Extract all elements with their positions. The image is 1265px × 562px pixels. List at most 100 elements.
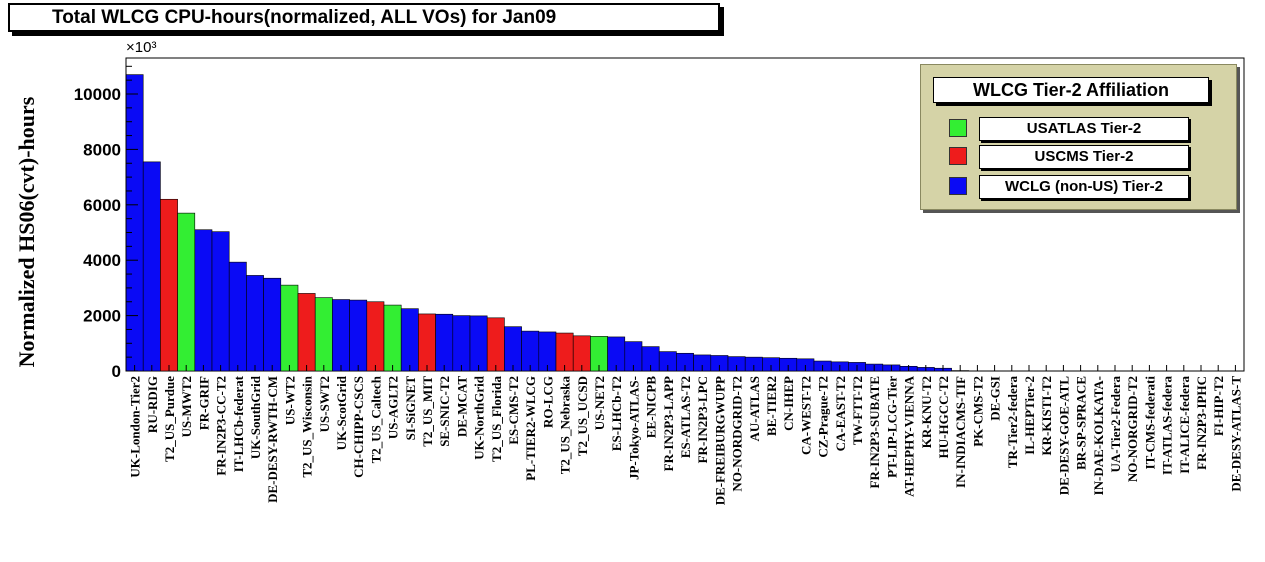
legend-title: WLCG Tier-2 Affiliation (933, 77, 1209, 103)
x-tick-label: ES-ATLAS-T2 (678, 376, 693, 458)
x-tick-label: IN-INDIACMS-TIF (953, 376, 968, 488)
bar-fr-in2p3-cc-t2 (211, 231, 230, 372)
x-tick-label: TW-FTT-T2 (850, 376, 865, 445)
legend-swatch-usatlas (949, 119, 967, 137)
bar-us-swt2 (314, 297, 333, 372)
legend-item-usatlas: USATLAS Tier-2 (949, 117, 1189, 143)
x-tick-label: PL-TIER2-WLCG (523, 376, 538, 481)
x-tick-label: UK-London-Tier2 (128, 376, 143, 478)
x-tick-label: US-NET2 (592, 376, 607, 430)
x-tick-label: SI-SiGNET (403, 376, 418, 441)
x-tick-label: ES-CMS-T2 (506, 376, 521, 445)
bar-uk-northgrid (469, 315, 488, 372)
x-tick-label: FI-HIP-T2 (1211, 376, 1226, 436)
x-tick-label: IT-ALICE-federa (1177, 376, 1192, 474)
x-tick-label: FR-IN2P3-IPHC (1194, 376, 1209, 470)
x-tick-label: KR-KNU-T2 (919, 376, 934, 448)
chart-title: Total WLCG CPU-hours(normalized, ALL VOs… (8, 3, 720, 32)
x-tick-label: PT-LIP-LCG-Tier (884, 376, 899, 478)
bar-uk-southgrid (246, 275, 264, 372)
bar-t2-us-wisconsin (297, 293, 316, 372)
y-tick-label: 6000 (83, 196, 121, 215)
x-tick-label: HU-HGCC-T2 (936, 376, 951, 458)
bar-ch-chipp-cscs (349, 299, 368, 372)
x-tick-label: AT-HEPHY-VIENNA (902, 375, 917, 496)
x-tick-label: T2_US_Florida (489, 376, 504, 462)
legend-label-uscms: USCMS Tier-2 (979, 145, 1189, 169)
legend-item-wclg: WCLG (non-US) Tier-2 (949, 175, 1189, 201)
bar-us-aglt2 (383, 304, 402, 372)
bar-uk-london-tier2 (125, 74, 144, 372)
x-tick-label: RU-RDIG (145, 376, 160, 433)
x-tick-label: UK-SouthGrid (248, 375, 263, 459)
x-tick-label: IL-HEPTier-2 (1022, 376, 1037, 455)
y-tick-label: 10000 (74, 85, 121, 104)
y-multiplier: ×10³ (126, 39, 156, 56)
x-tick-label: AU-ATLAS (747, 376, 762, 442)
x-tick-labels: UK-London-Tier2 RU-RDIG T2_US_Purdue US-MWT… (128, 365, 1243, 505)
legend: WLCG Tier-2 Affiliation USATLAS Tier-2 U… (920, 64, 1237, 210)
bar-t2-us-florida (486, 317, 505, 372)
x-tick-label: CA-EAST-T2 (833, 376, 848, 451)
x-tick-label: DE-DESY-GOE-ATL (1056, 376, 1071, 496)
y-tick-label: 2000 (83, 307, 121, 326)
x-tick-label: T2_US_MIT (420, 376, 435, 447)
x-tick-label: CH-CHIPP-CSCS (351, 376, 366, 478)
x-tick-label: PK-CMS-T2 (970, 376, 985, 447)
x-tick-label: TR-Tier2-federa (1005, 376, 1020, 469)
x-tick-label: FR-IN2P3-SUBATE (867, 376, 882, 488)
legend-label-usatlas: USATLAS Tier-2 (979, 117, 1189, 141)
bar-t2-us-caltech (366, 301, 385, 372)
y-axis: 0 2000 4000 6000 8000 10000 (74, 58, 138, 381)
x-tick-label: DE-GSI (988, 376, 1003, 421)
x-tick-label: FR-GRIF (196, 376, 211, 430)
x-tick-label: RO-LCG (540, 376, 555, 428)
x-tick-label: SE-SNIC-T2 (437, 376, 452, 447)
x-tick-label: UK-ScotGrid (334, 375, 349, 450)
x-tick-label: ES-LHCb-T2 (609, 376, 624, 451)
x-tick-label: UK-NorthGrid (472, 375, 487, 460)
x-tick-label: FR-IN2P3-LAPP (661, 376, 676, 471)
x-tick-label: T2_US_Purdue (162, 376, 177, 462)
x-tick-label: DE-FREIBURGWUPP (712, 376, 727, 505)
legend-item-uscms: USCMS Tier-2 (949, 145, 1189, 171)
bar-ru-rdig (142, 161, 161, 372)
legend-swatch-uscms (949, 147, 967, 165)
x-tick-label: US-SWT2 (317, 376, 332, 432)
bar-it-lhcb-federat (228, 261, 247, 372)
x-tick-label: UA-Tier2-Federa (1108, 376, 1123, 473)
x-tick-label: IT-LHCb-federat (231, 375, 246, 472)
bar-uk-scotgrid (332, 299, 350, 372)
x-tick-label: JP-Tokyo-ATLAS- (626, 376, 641, 480)
x-tick-label: T2_US_Caltech (368, 375, 383, 463)
x-tick-label: BR-SP-SPRACE (1074, 376, 1089, 470)
x-tick-label: CA-WEST-T2 (798, 376, 813, 455)
x-tick-label: T2_US_Nebraska (558, 376, 573, 475)
x-tick-label: DE-DESY-ATLAS-T (1228, 376, 1243, 492)
y-tick-label: 0 (112, 362, 121, 381)
legend-label-wclg: WCLG (non-US) Tier-2 (979, 175, 1189, 199)
y-tick-label: 8000 (83, 140, 121, 159)
x-tick-label: FR-IN2P3-CC-T2 (214, 376, 229, 476)
x-tick-label: IT-CMS-federati (1142, 376, 1157, 470)
x-tick-label: T2_US_UCSD (575, 376, 590, 456)
bar-si-signet (400, 308, 419, 372)
bar-us-mwt2 (177, 212, 196, 372)
x-tick-label: BE-TIER2 (764, 376, 779, 436)
bars-group (125, 74, 970, 372)
bar-us-wt2 (280, 284, 299, 372)
x-tick-label: NO-NORGRID-T2 (1125, 376, 1140, 482)
x-tick-label: EE-NICPB (644, 376, 659, 438)
bar-de-desy-rwth-cm (263, 277, 282, 372)
x-tick-label: IN-DAE-KOLKATA- (1091, 376, 1106, 495)
legend-swatch-wclg (949, 177, 967, 195)
bar-de-mcat (452, 315, 471, 372)
x-tick-label: FR-IN2P3-LPC (695, 376, 710, 463)
bar-se-snic-t2 (435, 313, 454, 372)
x-tick-label: DE-DESY-RWTH-CM (265, 376, 280, 503)
bar-t2-us-mit (418, 313, 436, 372)
x-tick-label: CZ-Prague-T2 (816, 376, 831, 458)
x-tick-label: DE-MCAT (454, 376, 469, 437)
x-tick-label: US-MWT2 (179, 376, 194, 437)
bar-fr-grif (194, 229, 213, 372)
